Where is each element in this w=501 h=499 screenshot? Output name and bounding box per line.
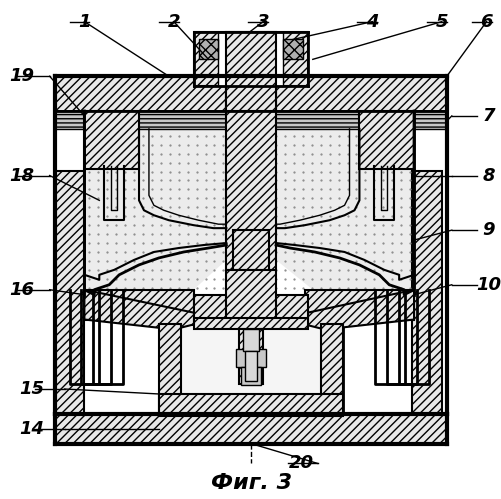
Text: 1: 1 [78,12,91,30]
Bar [245,351,257,381]
Bar [158,394,342,416]
Bar [236,349,266,367]
Text: 10: 10 [475,276,500,294]
Polygon shape [276,290,413,329]
Bar [304,290,413,319]
Text: 9: 9 [481,221,494,239]
Bar [226,86,276,270]
Bar [218,31,283,86]
Bar [55,414,446,444]
Bar [55,171,84,414]
Text: 7: 7 [481,107,494,125]
Bar [241,367,261,385]
Text: 18: 18 [10,167,34,185]
Bar [193,31,307,86]
Polygon shape [84,290,226,329]
Text: Фиг. 3: Фиг. 3 [210,474,291,494]
Polygon shape [84,129,226,309]
Bar [243,329,259,351]
Bar [359,111,413,169]
Bar [226,31,276,111]
Bar [158,324,180,414]
Bar [158,324,342,414]
Text: 16: 16 [10,281,34,299]
Bar [55,76,446,111]
Bar [226,270,276,324]
Text: 4: 4 [365,12,378,30]
Text: 2: 2 [167,12,180,30]
Bar [233,230,269,270]
Text: 15: 15 [19,380,44,398]
Text: 14: 14 [19,420,44,438]
Text: 6: 6 [479,12,492,30]
Bar [283,39,302,59]
Bar [239,329,263,384]
Text: 3: 3 [257,12,269,30]
Text: 19: 19 [10,67,34,85]
Bar [84,290,193,319]
Text: 20: 20 [288,455,313,473]
Polygon shape [276,129,411,309]
Bar [193,295,307,324]
Text: 5: 5 [435,12,447,30]
Bar [198,39,218,59]
Bar [55,111,446,129]
Bar [320,324,342,414]
Text: 8: 8 [481,167,494,185]
Bar [84,111,139,169]
Bar [411,171,441,414]
Bar [193,317,307,329]
